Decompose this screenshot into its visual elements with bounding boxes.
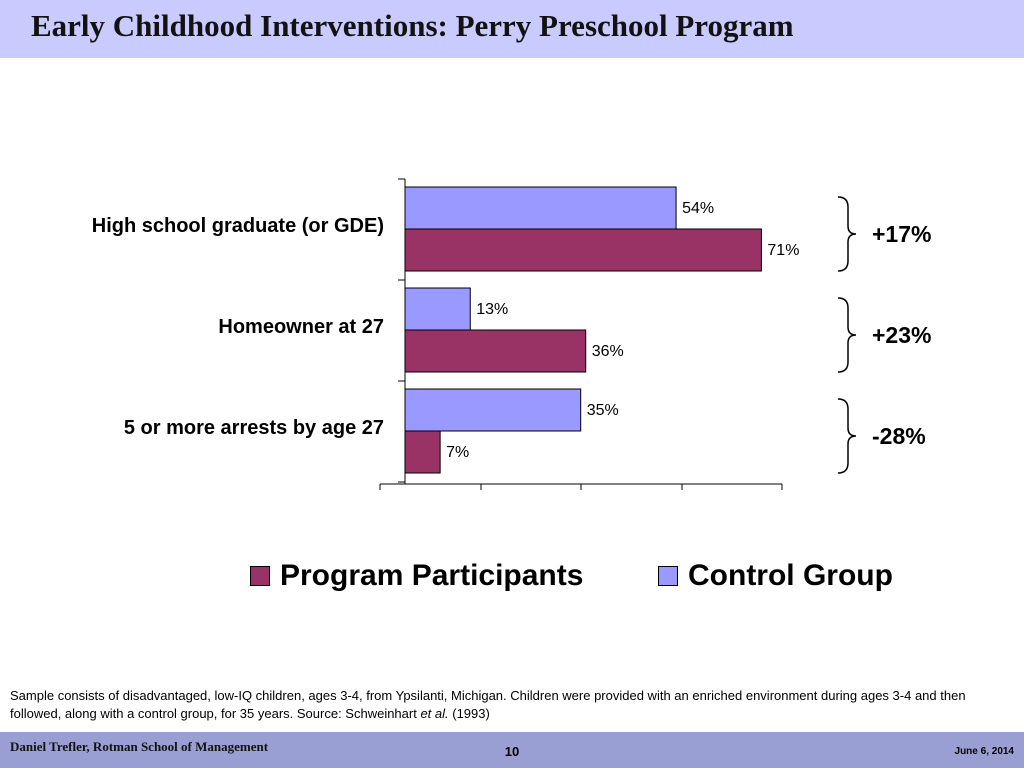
data-label-program: 7% (446, 444, 469, 461)
bar-program (404, 329, 587, 373)
bar-control (404, 186, 677, 230)
data-label-control: 13% (476, 301, 508, 318)
title-bar (0, 0, 1024, 58)
bar-program (404, 430, 441, 474)
category-label: High school graduate (or GDE) (91, 215, 384, 237)
difference-bracket (837, 297, 857, 373)
legend-swatch-program (250, 566, 270, 586)
legend-label-program: Program Participants (280, 559, 584, 592)
page-number: 10 (504, 744, 520, 759)
footer-author: Daniel Trefler, Rotman School of Managem… (10, 739, 269, 754)
footnote: Sample consists of disadvantaged, low-IQ… (10, 687, 1000, 723)
bar-control (404, 388, 582, 432)
slide-title: Early Childhood Interventions: Perry Pre… (31, 8, 794, 43)
data-label-control: 35% (587, 402, 619, 419)
footnote-italic: et al. (420, 706, 449, 721)
footer-date: June 6, 2014 (954, 746, 1014, 757)
legend-label-control: Control Group (688, 559, 893, 592)
legend-swatch-control (658, 566, 678, 586)
difference-label: +23% (872, 322, 931, 348)
difference-label: +17% (872, 221, 931, 247)
data-label-program: 36% (592, 343, 624, 360)
difference-bracket (837, 398, 857, 474)
bar-program (404, 228, 762, 272)
footnote-text: Sample consists of disadvantaged, low-IQ… (10, 688, 966, 721)
footnote-text-end: (1993) (448, 706, 490, 721)
difference-label: -28% (872, 423, 926, 449)
data-label-program: 71% (767, 242, 799, 259)
data-label-control: 54% (682, 200, 714, 217)
bar-control (404, 287, 471, 331)
category-label: 5 or more arrests by age 27 (123, 417, 384, 439)
legend-item-program: Program Participants (250, 556, 583, 596)
category-label: Homeowner at 27 (218, 316, 384, 338)
footer-bar (0, 732, 1024, 768)
legend-item-control: Control Group (658, 556, 893, 596)
difference-bracket (837, 196, 857, 272)
